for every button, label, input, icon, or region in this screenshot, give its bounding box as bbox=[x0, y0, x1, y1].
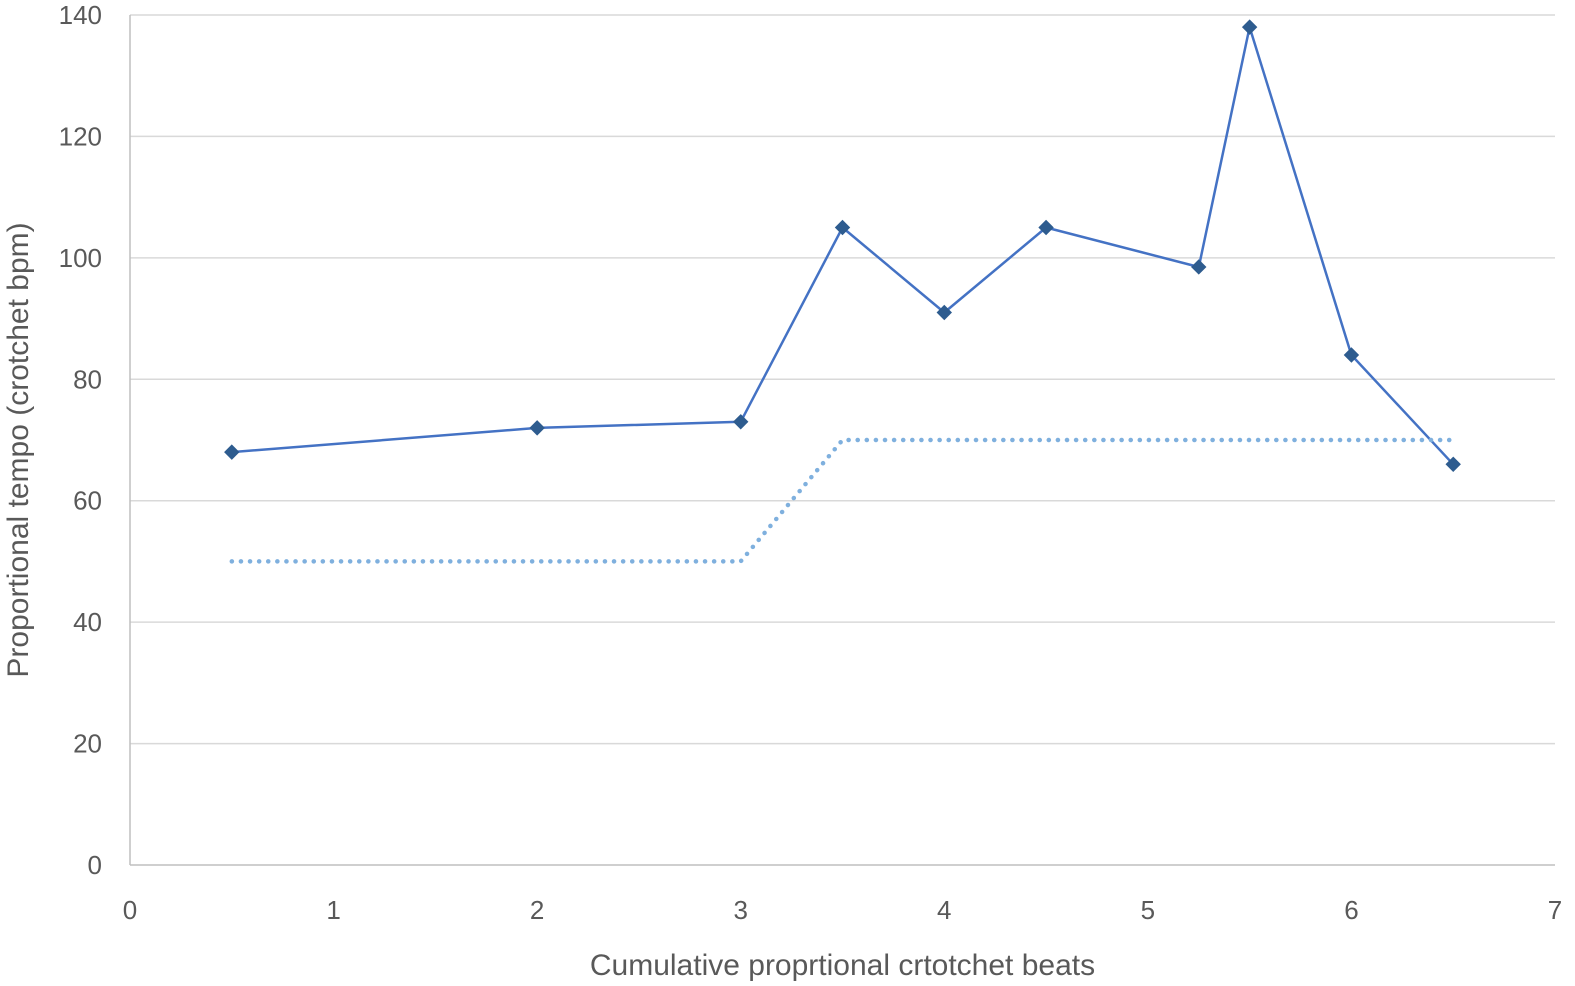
data-point-marker bbox=[1241, 19, 1258, 35]
y-axis-title: Proportional tempo (crotchet bpm) bbox=[2, 222, 35, 677]
series-line-dotted bbox=[229, 437, 1456, 564]
x-tick-label: 1 bbox=[326, 895, 340, 925]
data-point-marker bbox=[529, 420, 545, 436]
series-line-solid bbox=[231, 25, 1455, 466]
x-tick-label: 3 bbox=[733, 895, 747, 925]
x-tick-label: 6 bbox=[1344, 895, 1358, 925]
x-tick-label: 2 bbox=[530, 895, 544, 925]
x-tick-label: 0 bbox=[123, 895, 137, 925]
data-point-marker bbox=[1191, 259, 1207, 275]
x-tick-label: 7 bbox=[1548, 895, 1562, 925]
axes bbox=[129, 15, 1555, 866]
data-point-marker bbox=[733, 414, 749, 430]
y-tick-label: 0 bbox=[88, 850, 102, 880]
y-tick-label: 60 bbox=[73, 486, 102, 516]
data-point-marker bbox=[936, 304, 952, 321]
data-point-marker bbox=[1343, 347, 1360, 363]
y-tick-label: 140 bbox=[59, 0, 102, 30]
x-tick-label: 4 bbox=[937, 895, 951, 925]
gridlines bbox=[130, 14, 1555, 745]
data-point-marker bbox=[224, 444, 240, 460]
y-tick-label: 20 bbox=[73, 729, 102, 759]
y-tick-label: 100 bbox=[59, 243, 102, 273]
data-point-marker bbox=[834, 219, 851, 236]
y-tick-label: 40 bbox=[73, 607, 102, 637]
data-point-marker bbox=[1445, 456, 1461, 472]
x-axis-title: Cumulative proprtional crtotchet beats bbox=[590, 949, 1095, 982]
x-tick-label: 5 bbox=[1141, 895, 1155, 925]
tick-labels: 0 20 40 60 80 100 120 140 0 1 2 3 4 5 6 7 bbox=[59, 0, 1563, 925]
data-point-marker bbox=[1038, 219, 1054, 236]
series bbox=[224, 19, 1461, 564]
y-tick-label: 80 bbox=[73, 364, 102, 394]
y-tick-label: 120 bbox=[59, 121, 102, 151]
